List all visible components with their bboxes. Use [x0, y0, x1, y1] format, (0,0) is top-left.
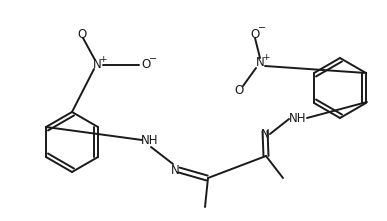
Text: N: N — [256, 57, 264, 69]
Text: N: N — [260, 128, 269, 141]
Text: −: − — [258, 23, 266, 33]
Text: O: O — [141, 59, 151, 72]
Text: N: N — [92, 59, 101, 72]
Text: −: − — [149, 54, 157, 64]
Text: O: O — [77, 27, 87, 40]
Text: NH: NH — [141, 135, 159, 147]
Text: O: O — [235, 84, 244, 97]
Text: NH: NH — [289, 112, 307, 124]
Text: N: N — [171, 164, 180, 177]
Text: +: + — [262, 53, 269, 63]
Text: +: + — [99, 55, 106, 65]
Text: O: O — [250, 27, 260, 40]
